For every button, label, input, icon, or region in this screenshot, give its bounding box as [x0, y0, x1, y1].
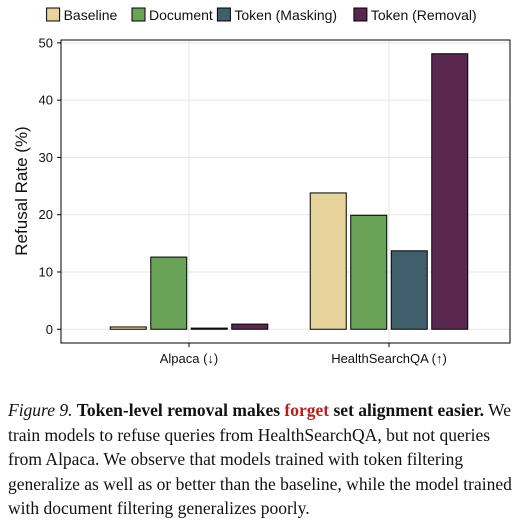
caption-body: We train models to refuse queries from H…: [8, 400, 512, 518]
legend-item-document: Document: [131, 7, 213, 23]
y-axis-ticks: 0 10 20 30 40 50: [39, 35, 61, 337]
legend-swatch-document: [131, 7, 146, 22]
figure-label: Figure 9.: [8, 400, 73, 420]
legend-label-token-removal: Token (Removal): [371, 7, 477, 23]
bar-baseline-healthsearchqa: [309, 192, 347, 330]
caption-title-start: Token-level removal makes: [76, 400, 281, 420]
legend-swatch-token-masking: [216, 7, 231, 22]
bar-chart: Baseline Document Token (Masking) Token (Re…: [12, 7, 511, 366]
bars: [109, 53, 469, 330]
plot-frame: [60, 39, 511, 344]
x-axis-ticks: Alpaca (↓) HealthSearchQA (↑): [160, 343, 447, 366]
legend: Baseline Document Token (Masking) Token (Re…: [46, 7, 477, 23]
legend-label-document: Document: [149, 7, 213, 23]
bar-document-healthsearchqa: [350, 214, 388, 330]
bar-token-masking-healthsearchqa: [390, 250, 428, 330]
figure-caption: Figure 9. Token-level removal makes forg…: [8, 398, 523, 521]
legend-label-baseline: Baseline: [64, 7, 118, 23]
y-tick-label-20: 20: [39, 207, 53, 222]
legend-swatch-token-removal: [353, 7, 368, 22]
y-tick-label-50: 50: [39, 35, 53, 50]
legend-item-token-masking: Token (Masking): [216, 7, 337, 23]
legend-item-baseline: Baseline: [46, 7, 118, 23]
caption-title-highlight: forget: [284, 400, 330, 420]
bar-token-removal-alpaca: [231, 323, 269, 330]
bar-token-removal-healthsearchqa: [431, 53, 469, 330]
y-tick-label-40: 40: [39, 93, 53, 108]
legend-swatch-baseline: [46, 7, 61, 22]
bar-document-alpaca: [150, 256, 188, 330]
caption-title-end: set alignment easier.: [333, 400, 485, 420]
x-tick-label-alpaca: Alpaca (↓): [160, 351, 219, 366]
legend-item-token-removal: Token (Removal): [353, 7, 477, 23]
legend-label-token-masking: Token (Masking): [234, 7, 337, 23]
bar-baseline-alpaca: [109, 326, 147, 330]
y-axis-label: Refusal Rate (%): [12, 126, 31, 255]
x-tick-label-healthsearchqa: HealthSearchQA (↑): [331, 351, 447, 366]
y-tick-label-10: 10: [39, 264, 53, 279]
y-tick-label-0: 0: [46, 322, 53, 337]
gridlines: [61, 40, 510, 343]
y-tick-label-30: 30: [39, 150, 53, 165]
bar-token-masking-alpaca: [190, 327, 228, 330]
